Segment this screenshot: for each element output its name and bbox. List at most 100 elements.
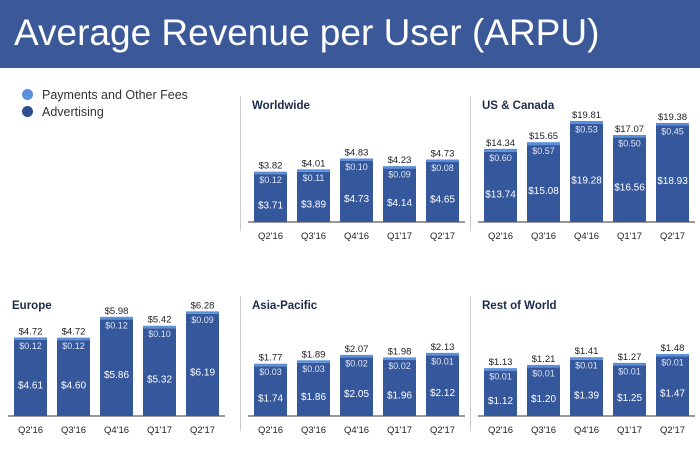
bar-payments: [383, 166, 416, 169]
bar-advertising: [570, 123, 603, 222]
advertising-label: $1.39: [574, 390, 599, 401]
total-label: $4.01: [302, 158, 326, 169]
total-label: $1.13: [489, 357, 513, 368]
total-label: $1.21: [532, 354, 556, 365]
advertising-label: $1.47: [660, 389, 685, 400]
x-tick-label: Q2'16: [488, 231, 513, 242]
chart-us-canada: $14.34 $0.60 $13.74 Q2'16 $15.65 $0.57 $15.08 Q…: [470, 90, 700, 250]
chart-title: Asia-Pacific: [252, 300, 318, 312]
bar-advertising: [254, 366, 287, 416]
advertising-label: $1.74: [258, 394, 283, 405]
payments-label: $0.01: [661, 357, 684, 367]
bar-payments: [340, 354, 373, 358]
bar-advertising: [656, 125, 689, 222]
payments-label: $0.01: [532, 368, 555, 378]
x-tick-label: Q2'16: [488, 425, 513, 436]
bar-payments: [484, 368, 517, 371]
total-label: $5.42: [148, 315, 172, 326]
bar-payments: [613, 134, 646, 138]
bar-payments: [570, 357, 603, 360]
bar-payments: [613, 362, 646, 366]
chart-title: Worldwide: [252, 100, 310, 112]
advertising-label: $4.60: [61, 381, 86, 392]
bar-payments: [340, 158, 373, 161]
bar-advertising: [340, 160, 373, 222]
bar-advertising: [426, 355, 459, 416]
advertising-label: $1.96: [387, 390, 412, 401]
bar-advertising: [57, 340, 90, 416]
payments-label: $0.01: [618, 366, 641, 376]
payments-label: $0.03: [259, 367, 282, 377]
x-tick-label: Q2'17: [660, 425, 685, 436]
x-tick-label: Q3'16: [61, 425, 86, 436]
advertising-label: $1.20: [531, 394, 556, 405]
bar-payments: [570, 120, 603, 124]
total-label: $4.23: [388, 155, 412, 166]
chart-title: US & Canada: [482, 100, 555, 112]
legend: Payments and Other Fees Advertising: [22, 86, 188, 120]
bar-advertising: [656, 356, 689, 416]
payments-label: $0.11: [303, 173, 325, 183]
advertising-label: $16.56: [614, 182, 645, 193]
bar-advertising: [484, 151, 517, 222]
bar-payments: [186, 311, 219, 314]
legend-item-payments: Payments and Other Fees: [22, 86, 188, 103]
advertising-label: $1.12: [488, 396, 513, 407]
payments-label: $0.09: [191, 315, 214, 325]
total-label: $5.98: [105, 306, 129, 317]
total-label: $1.48: [661, 343, 685, 354]
x-tick-label: Q1'17: [387, 425, 412, 436]
x-tick-label: Q4'16: [344, 231, 369, 242]
bar-advertising: [426, 162, 459, 222]
total-label: $1.98: [388, 346, 412, 357]
legend-label: Payments and Other Fees: [42, 87, 188, 102]
payments-label: $0.01: [575, 361, 598, 371]
bar-payments: [57, 337, 90, 341]
bar-payments: [14, 337, 47, 340]
payments-label: $0.01: [431, 356, 454, 366]
advertising-label: $4.61: [18, 380, 43, 391]
payments-label: $0.12: [19, 341, 42, 351]
legend-label: Advertising: [42, 104, 104, 119]
advertising-label: $1.25: [617, 393, 642, 404]
total-label: $1.77: [259, 353, 283, 364]
bar-payments: [426, 159, 459, 163]
advertising-label: $15.08: [528, 186, 559, 197]
chart-title: Europe: [12, 300, 52, 312]
total-label: $14.34: [486, 138, 515, 149]
advertising-label: $5.32: [147, 375, 172, 386]
total-label: $2.07: [345, 344, 369, 355]
payments-label: $0.12: [259, 175, 282, 185]
x-tick-label: Q3'16: [531, 425, 556, 436]
bar-payments: [254, 363, 287, 367]
payments-label: $0.45: [661, 126, 684, 136]
bar-advertising: [14, 339, 47, 416]
total-label: $4.72: [19, 326, 43, 337]
payments-label: $0.02: [345, 358, 368, 368]
advertising-label: $3.71: [258, 201, 283, 212]
total-label: $19.38: [658, 112, 687, 123]
total-label: $4.73: [431, 149, 455, 160]
total-label: $4.83: [345, 147, 369, 158]
total-label: $3.82: [259, 161, 283, 172]
total-label: $17.07: [615, 124, 644, 135]
payments-label: $0.12: [62, 341, 85, 351]
x-tick-label: Q4'16: [344, 425, 369, 436]
bar-payments: [143, 325, 176, 329]
bar-payments: [297, 169, 330, 172]
bar-payments: [297, 360, 330, 363]
x-tick-label: Q2'16: [258, 231, 283, 242]
x-tick-label: Q1'17: [617, 231, 642, 242]
bar-payments: [527, 142, 560, 146]
total-label: $6.28: [191, 300, 215, 311]
total-label: $2.13: [431, 342, 455, 353]
advertising-label: $4.73: [344, 194, 369, 205]
payments-label: $0.01: [489, 372, 512, 382]
payments-label: $0.53: [575, 125, 598, 135]
chart-worldwide: $3.82 $0.12 $3.71 Q2'16 $4.01 $0.11 $3.89 Q3'16…: [240, 90, 470, 250]
advertising-label: $4.65: [430, 195, 455, 206]
chart-asia-pacific: $1.77 $0.03 $1.74 Q2'16 $1.89 $0.03 $1.86 Q3'16…: [240, 290, 470, 450]
bar-advertising: [297, 171, 330, 222]
advertising-label: $19.28: [571, 175, 602, 186]
payments-label: $0.57: [532, 146, 555, 156]
